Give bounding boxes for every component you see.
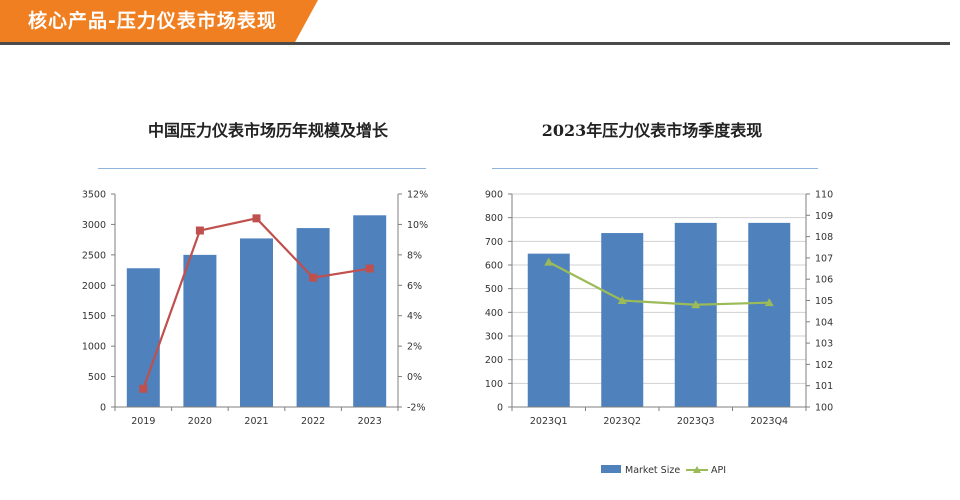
chart2-ytick-left: 200 bbox=[485, 355, 503, 366]
chart2-title-rule bbox=[492, 168, 818, 169]
chart1-xtick-label: 2020 bbox=[188, 416, 212, 427]
chart1-line-point bbox=[195, 226, 204, 235]
chart1-ytick-right: -2% bbox=[407, 403, 426, 414]
chart2-xtick-label: 2023Q4 bbox=[750, 416, 788, 427]
chart1-ytick-right: 10% bbox=[407, 220, 428, 231]
chart2-ytick-left: 500 bbox=[485, 284, 503, 295]
chart2-line-point bbox=[544, 257, 554, 266]
chart2-bar bbox=[748, 222, 791, 407]
chart1-ytick-left: 500 bbox=[88, 372, 106, 383]
chart1-line-point bbox=[139, 384, 148, 393]
chart2-line-point bbox=[691, 300, 701, 309]
chart2-ytick-left: 800 bbox=[485, 213, 503, 224]
chart1-xtick-label: 2023 bbox=[358, 416, 382, 427]
chart1-bar bbox=[296, 228, 330, 407]
chart2-ytick-left: 0 bbox=[497, 403, 503, 414]
chart2-series-line bbox=[548, 261, 770, 306]
chart1-ytick-left: 2000 bbox=[82, 281, 106, 292]
chart1-bar bbox=[183, 254, 217, 407]
chart1-ytick-left: 0 bbox=[100, 403, 106, 414]
chart1-ytick-left: 3000 bbox=[82, 220, 106, 231]
section-header: 核心产品-压力仪表市场表现 bbox=[0, 0, 960, 46]
chart1-ytick-left: 2500 bbox=[82, 250, 106, 261]
chart1-ytick-right: 8% bbox=[407, 250, 422, 261]
chart1-ytick-right: 0% bbox=[407, 372, 422, 383]
chart2-ytick-left: 300 bbox=[485, 332, 503, 343]
chart2-xtick-label: 2023Q2 bbox=[603, 416, 641, 427]
chart2-ytick-right: 106 bbox=[815, 275, 833, 286]
chart1-ytick-right: 2% bbox=[407, 342, 422, 353]
chart2-legend-bar-swatch bbox=[601, 465, 621, 473]
chart1-line-point bbox=[252, 214, 261, 223]
chart2-ytick-right: 100 bbox=[815, 403, 833, 414]
header-underline bbox=[0, 42, 950, 45]
chart1-bar bbox=[240, 238, 273, 407]
chart1-line-point bbox=[365, 264, 374, 273]
chart1-ytick-right: 6% bbox=[407, 281, 422, 292]
chart1-ytick-left: 1500 bbox=[82, 311, 106, 322]
chart2-ytick-left: 900 bbox=[485, 190, 503, 201]
chart2-ytick-right: 101 bbox=[815, 381, 833, 392]
chart2-legend-line-label: API bbox=[711, 465, 726, 476]
chart2-ytick-left: 600 bbox=[485, 261, 503, 272]
chart2-ytick-right: 110 bbox=[815, 190, 833, 201]
chart2-title: 2023年压力仪表市场季度表现 bbox=[541, 121, 763, 140]
chart1-xtick-label: 2019 bbox=[131, 416, 155, 427]
chart2-ytick-right: 107 bbox=[815, 253, 833, 264]
chart2-ytick-right: 108 bbox=[815, 232, 833, 243]
chart1-ytick-left: 1000 bbox=[82, 342, 106, 353]
chart2-ytick-left: 700 bbox=[485, 237, 503, 248]
chart2-xtick-label: 2023Q1 bbox=[530, 416, 568, 427]
chart2-legend-line-marker bbox=[693, 466, 701, 473]
chart1-bar bbox=[126, 268, 160, 407]
chart2-line-point bbox=[764, 298, 774, 307]
chart1-ytick-right: 12% bbox=[407, 190, 428, 201]
chart2-ytick-left: 400 bbox=[485, 308, 503, 319]
chart2-ytick-right: 109 bbox=[815, 211, 833, 222]
chart1-ytick-right: 4% bbox=[407, 311, 422, 322]
header-title: 核心产品-压力仪表市场表现 bbox=[28, 10, 277, 32]
chart1-ytick-left: 3500 bbox=[82, 190, 106, 201]
chart1-line-point bbox=[309, 273, 318, 282]
chart2-xtick-label: 2023Q3 bbox=[677, 416, 715, 427]
chart1-xtick-label: 2021 bbox=[244, 416, 268, 427]
chart2-bar bbox=[674, 222, 717, 407]
header-tab bbox=[0, 0, 318, 44]
chart2-ytick-right: 105 bbox=[815, 296, 833, 307]
chart2-bar bbox=[601, 233, 644, 407]
chart1-bar bbox=[353, 215, 387, 407]
chart2-bar bbox=[527, 253, 570, 407]
chart1-title-rule bbox=[98, 168, 426, 169]
chart2-legend-bar-label: Market Size bbox=[625, 465, 680, 476]
chart1-xtick-label: 2022 bbox=[301, 416, 325, 427]
chart2-ytick-right: 102 bbox=[815, 360, 833, 371]
chart2-ytick-right: 103 bbox=[815, 339, 833, 350]
chart2-ytick-right: 104 bbox=[815, 317, 833, 328]
chart1-title: 中国压力仪表市场历年规模及增长 bbox=[147, 121, 389, 140]
chart2-ytick-left: 100 bbox=[485, 379, 503, 390]
chart2-line-point bbox=[617, 296, 627, 304]
